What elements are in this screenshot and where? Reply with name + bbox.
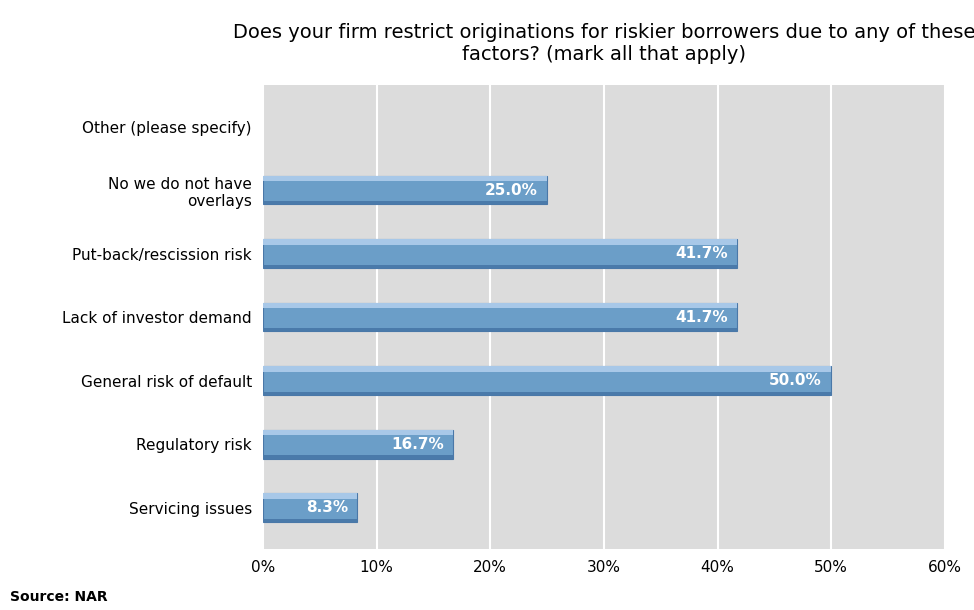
- Text: 41.7%: 41.7%: [675, 246, 728, 261]
- Bar: [263, 367, 831, 371]
- Text: 41.7%: 41.7%: [675, 310, 728, 325]
- Bar: [263, 493, 357, 498]
- Bar: [263, 367, 831, 395]
- Bar: [263, 265, 737, 268]
- Bar: [263, 430, 453, 435]
- Bar: [263, 328, 737, 331]
- Text: 50.0%: 50.0%: [769, 373, 822, 388]
- Bar: [263, 303, 737, 331]
- Bar: [263, 201, 547, 204]
- Bar: [263, 239, 737, 245]
- Title: Does your firm restrict originations for riskier borrowers due to any of these
f: Does your firm restrict originations for…: [233, 23, 974, 65]
- Bar: [263, 392, 831, 395]
- Bar: [263, 303, 737, 308]
- Bar: [263, 493, 357, 522]
- Bar: [263, 176, 547, 181]
- Text: 16.7%: 16.7%: [391, 437, 444, 452]
- Text: 8.3%: 8.3%: [306, 500, 349, 515]
- Bar: [263, 455, 453, 459]
- Text: Source: NAR: Source: NAR: [10, 590, 107, 604]
- Text: 25.0%: 25.0%: [485, 182, 538, 198]
- Bar: [263, 176, 547, 204]
- Bar: [263, 430, 453, 459]
- Bar: [263, 239, 737, 268]
- Bar: [263, 518, 357, 522]
